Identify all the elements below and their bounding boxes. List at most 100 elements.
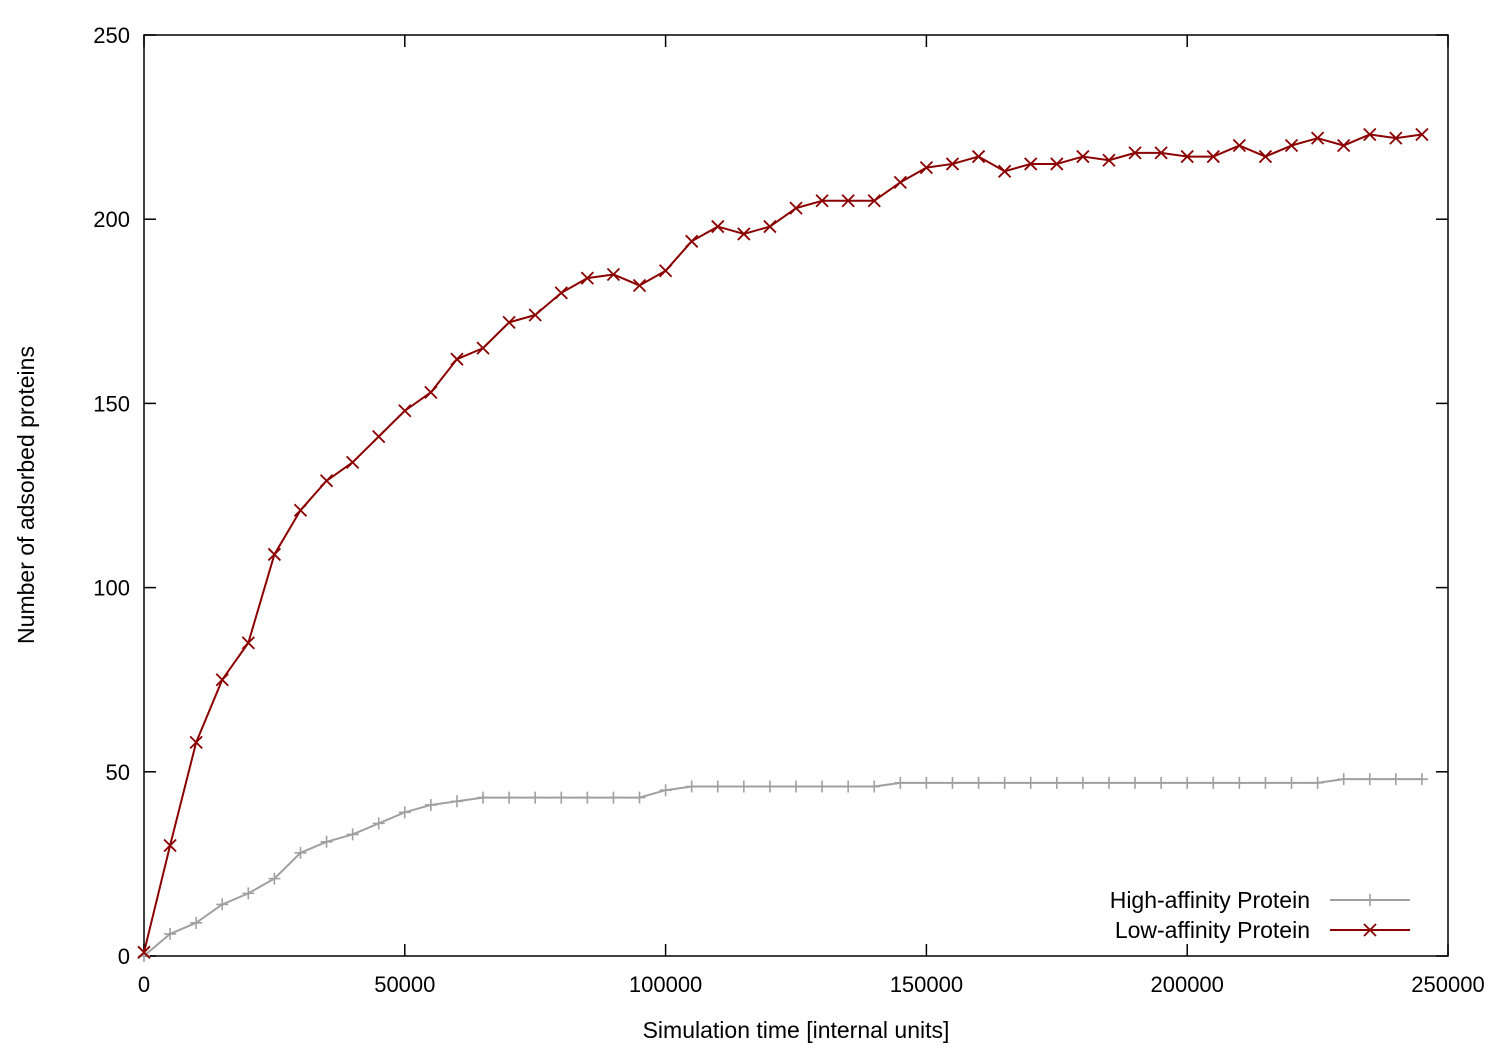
data-point-high-affinity [450, 795, 463, 808]
data-point-low-affinity [893, 175, 907, 189]
data-point-low-affinity [711, 219, 725, 234]
data-point-high-affinity [711, 780, 724, 793]
data-point-high-affinity [372, 817, 385, 830]
data-point-high-affinity [1363, 773, 1376, 786]
data-point-low-affinity [606, 267, 621, 282]
data-point-high-affinity [1129, 776, 1142, 789]
data-point-low-affinity [319, 474, 334, 488]
data-point-high-affinity [816, 780, 829, 793]
y-tick-label: 100 [93, 576, 130, 601]
x-tick-label: 250000 [1411, 972, 1484, 997]
data-point-high-affinity [1076, 776, 1089, 789]
data-point-high-affinity [920, 776, 933, 789]
legend-label-high-affinity: High-affinity Protein [1110, 887, 1310, 913]
data-point-low-affinity [580, 271, 594, 285]
series-high-affinity [138, 773, 1428, 962]
data-point-high-affinity [763, 780, 776, 793]
x-axis-title: Simulation time [internal units] [643, 1017, 950, 1043]
data-point-low-affinity [658, 264, 673, 278]
data-point-high-affinity [737, 780, 750, 793]
data-point-high-affinity [659, 784, 672, 797]
y-axis-title: Number of adsorbed proteins [13, 346, 39, 644]
data-point-low-affinity [971, 149, 986, 164]
data-point-high-affinity [529, 791, 542, 804]
data-point-high-affinity [998, 776, 1011, 789]
data-point-high-affinity [190, 916, 203, 929]
data-point-high-affinity [346, 828, 359, 841]
x-tick-label: 150000 [890, 972, 963, 997]
data-point-low-affinity [867, 194, 881, 208]
legend-marker-high-affinity [1364, 894, 1376, 906]
plot-frame [143, 34, 1449, 957]
data-point-high-affinity [1285, 776, 1298, 789]
data-point-high-affinity [164, 927, 177, 940]
data-point-high-affinity [607, 791, 620, 804]
data-point-low-affinity [1258, 149, 1273, 164]
x-tick-label: 50000 [374, 972, 435, 997]
data-point-high-affinity [268, 872, 281, 885]
data-point-low-affinity [1154, 146, 1168, 160]
data-point-low-affinity [945, 157, 960, 171]
data-point-high-affinity [685, 780, 698, 793]
data-point-low-affinity [815, 194, 829, 208]
data-point-low-affinity [163, 838, 177, 853]
data-point-low-affinity [1284, 138, 1299, 153]
data-point-low-affinity [737, 227, 751, 241]
data-point-low-affinity [398, 404, 412, 418]
data-point-low-affinity [1337, 138, 1351, 153]
data-point-high-affinity [1155, 776, 1168, 789]
data-point-high-affinity [1311, 776, 1324, 789]
y-tick-label: 250 [93, 23, 130, 48]
series-low-affinity [137, 127, 1429, 959]
data-point-low-affinity [789, 201, 803, 215]
data-point-high-affinity [1415, 773, 1428, 786]
data-point-low-affinity [1180, 149, 1194, 164]
data-point-low-affinity [1363, 127, 1377, 142]
data-point-low-affinity [1389, 131, 1403, 145]
data-point-high-affinity [790, 780, 802, 793]
legend-marker-high-affinity [1364, 894, 1376, 906]
data-point-low-affinity [919, 160, 934, 175]
data-point-low-affinity [841, 194, 855, 208]
data-point-high-affinity [1102, 776, 1115, 789]
data-point-low-affinity [528, 308, 542, 322]
axis-ticks [143, 34, 1449, 957]
data-point-low-affinity [189, 735, 203, 749]
data-point-high-affinity [1024, 776, 1037, 789]
data-point-high-affinity [398, 806, 411, 819]
legend-label-low-affinity: Low-affinity Protein [1115, 917, 1310, 943]
y-tick-label: 50 [106, 760, 130, 785]
data-point-high-affinity [581, 791, 594, 804]
data-point-low-affinity [998, 164, 1012, 178]
data-point-high-affinity [424, 798, 437, 811]
data-point-low-affinity [763, 219, 777, 234]
data-point-low-affinity [502, 315, 516, 329]
legend-marker-low-affinity [1363, 923, 1377, 937]
y-tick-label: 200 [93, 207, 130, 232]
data-point-low-affinity [1050, 157, 1064, 171]
data-point-low-affinity [372, 429, 386, 444]
data-point-low-affinity [1415, 127, 1429, 142]
data-point-low-affinity [424, 385, 438, 399]
data-point-low-affinity [215, 673, 229, 687]
data-point-low-affinity [1232, 138, 1246, 153]
data-point-high-affinity [503, 791, 516, 804]
data-point-low-affinity [267, 547, 282, 562]
data-point-low-affinity [1076, 149, 1090, 164]
legend-marker-low-affinity [1363, 923, 1377, 937]
data-point-high-affinity [320, 835, 333, 848]
data-point-high-affinity [894, 776, 907, 789]
data-point-low-affinity [1024, 157, 1038, 171]
data-point-high-affinity [842, 780, 855, 793]
y-tick-label: 0 [118, 944, 130, 969]
series-line-low-affinity [143, 133, 1423, 953]
x-tick-label: 100000 [629, 972, 702, 997]
data-point-low-affinity [1102, 153, 1116, 167]
data-point-high-affinity [1181, 776, 1194, 789]
data-point-high-affinity [216, 898, 229, 911]
data-point-low-affinity [554, 286, 568, 300]
data-point-low-affinity [450, 352, 464, 366]
data-point-high-affinity [1389, 773, 1402, 786]
data-point-high-affinity [1050, 776, 1063, 789]
data-point-low-affinity [346, 455, 360, 469]
